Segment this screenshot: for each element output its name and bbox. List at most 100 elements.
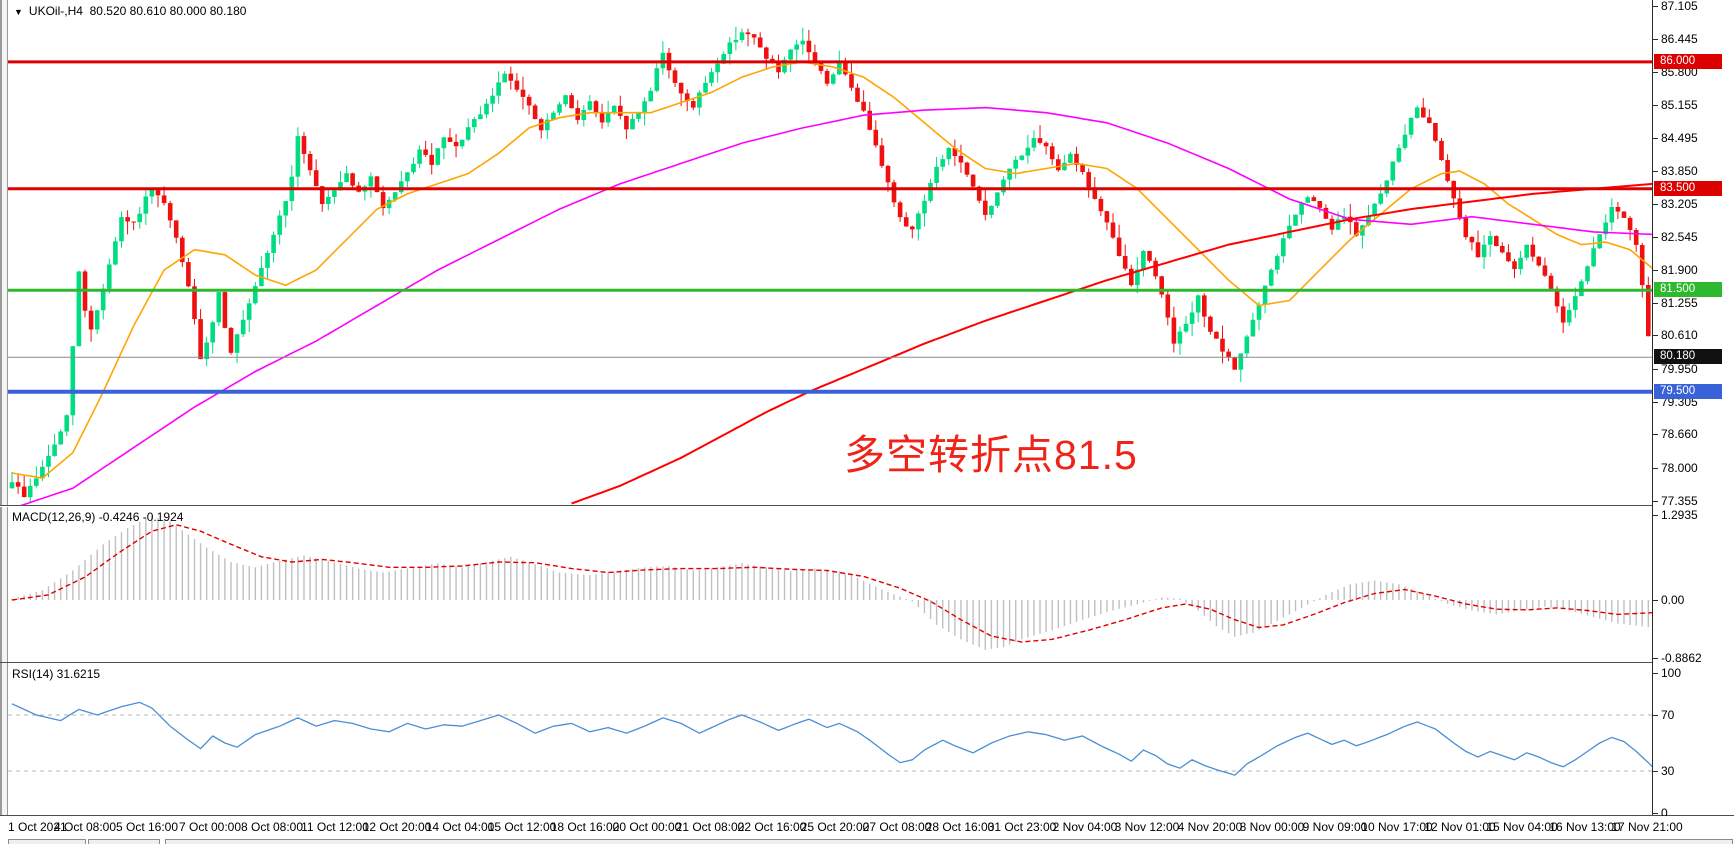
- macd-signal-line: [11, 523, 1652, 643]
- time-axis-label: 15 Nov 04:00: [1486, 820, 1558, 834]
- axis-tick: [1653, 270, 1658, 271]
- chart-tab-stub[interactable]: [88, 839, 160, 844]
- window-splitter[interactable]: [0, 0, 8, 844]
- time-axis-label: 8 Oct 08:00: [240, 820, 304, 834]
- time-axis-label: 11 Oct 12:00: [301, 820, 369, 834]
- axis-tick: [1653, 6, 1658, 7]
- rsi-tick-label: 30: [1661, 763, 1675, 778]
- time-axis-label: 21 Oct 08:00: [675, 820, 745, 834]
- time-axis-label: 10 Nov 17:00: [1361, 820, 1433, 834]
- time-axis-label: 14 Oct 04:00: [425, 820, 495, 834]
- panel-separator-gap: [0, 506, 1734, 507]
- time-axis-label: 7 Oct 00:00: [178, 820, 242, 834]
- rsi-tick-label: 100: [1661, 666, 1682, 680]
- time-axis-label: 1 Oct 2021: [8, 820, 67, 834]
- rsi-tick-label: 0: [1661, 805, 1668, 820]
- macd-label: MACD(12,26,9) -0.4246 -0.1924: [12, 510, 184, 524]
- axis-tick: [1653, 171, 1658, 172]
- time-axis-label: 4 Oct 08:00: [53, 820, 117, 834]
- price-tick-label: 81.900: [1661, 263, 1698, 277]
- axis-tick: [1653, 204, 1658, 205]
- panel-separator: [0, 815, 1734, 816]
- time-axis-label: 27 Oct 08:00: [862, 820, 932, 834]
- time-axis-label: 16 Nov 13:00: [1549, 820, 1621, 834]
- ma-slow-red: [571, 182, 1652, 505]
- macd-panel[interactable]: MACD(12,26,9) -0.4246 -0.1924: [8, 507, 1652, 662]
- panel-separator[interactable]: [0, 662, 1734, 663]
- axis-tick: [1653, 402, 1658, 403]
- axis-tick: [1653, 39, 1658, 40]
- axis-tick: [1653, 658, 1658, 659]
- axis-tick: [1653, 72, 1658, 73]
- price-tick-label: 77.355: [1661, 493, 1698, 508]
- time-axis-label: 25 Oct 20:00: [800, 820, 870, 834]
- time-axis-label: 5 Oct 16:00: [115, 820, 179, 834]
- ma-fast-orange: [11, 61, 1652, 479]
- axis-tick: [1653, 468, 1658, 469]
- time-axis-label: 15 Oct 12:00: [487, 820, 557, 834]
- time-axis-label: 18 Oct 16:00: [550, 820, 620, 834]
- price-tick-label: 78.660: [1661, 427, 1698, 442]
- price-badge-81.500: 81.500: [1654, 282, 1722, 297]
- current-price-badge: 80.180: [1654, 349, 1722, 364]
- axis-tick: [1653, 715, 1658, 716]
- candlestick-chart[interactable]: [8, 0, 1652, 505]
- time-axis-label: 12 Oct 20:00: [362, 820, 432, 834]
- price-tick-label: 83.205: [1661, 196, 1698, 211]
- time-axis-label: 22 Oct 16:00: [737, 820, 807, 834]
- axis-tick: [1653, 335, 1658, 336]
- quote-ohlc-label: 80.520 80.610 80.000 80.180: [89, 4, 247, 18]
- axis-tick: [1653, 515, 1658, 516]
- bottom-tab-strip: [0, 838, 1734, 844]
- time-axis-label: 17 Nov 21:00: [1611, 820, 1683, 834]
- symbol-dropdown-icon[interactable]: ▼: [14, 7, 23, 17]
- macd-tick-label: -0.8862: [1661, 651, 1702, 666]
- time-axis-label: 2 Nov 04:00: [1052, 820, 1118, 834]
- panel-separator[interactable]: [0, 505, 1734, 506]
- axis-tick: [1653, 600, 1658, 601]
- price-axis-border: [1652, 0, 1653, 815]
- axis-tick: [1653, 434, 1658, 435]
- price-tick-label: 84.495: [1661, 131, 1698, 146]
- price-badge-79.500: 79.500: [1654, 384, 1722, 399]
- symbol-timeframe-label: UKOil-,H4: [28, 4, 83, 18]
- price-tick-label: 83.850: [1661, 164, 1698, 179]
- price-tick-label: 80.610: [1661, 328, 1698, 343]
- price-badge-86.000: 86.000: [1654, 54, 1722, 69]
- time-axis-label: 8 Nov 00:00: [1239, 820, 1305, 834]
- axis-tick: [1653, 501, 1658, 502]
- chart-tab-stub[interactable]: [8, 839, 86, 844]
- rsi-panel[interactable]: RSI(14) 31.6215: [8, 664, 1652, 815]
- macd-tick-label: 0.00: [1661, 593, 1685, 608]
- axis-tick: [1653, 369, 1658, 370]
- macd-chart[interactable]: [8, 507, 1652, 662]
- price-axis[interactable]: 87.105 86.445 85.800 85.155 84.495 83.850 83.2…: [1653, 0, 1734, 820]
- time-axis[interactable]: 1 Oct 2021 4 Oct 08:00 5 Oct 16:00 7 Oct 00…: [0, 816, 1734, 838]
- axis-tick: [1653, 813, 1658, 814]
- price-tick-label: 87.105: [1661, 0, 1698, 13]
- price-badge-83.500: 83.500: [1654, 181, 1722, 196]
- price-tick-label: 81.255: [1661, 295, 1698, 310]
- chart-text-annotation: 多空转折点81.5: [844, 432, 1138, 478]
- time-axis-label: 9 Nov 09:00: [1302, 820, 1368, 834]
- axis-tick: [1653, 105, 1658, 106]
- axis-tick: [1653, 771, 1658, 772]
- time-axis-label: 20 Oct 00:00: [612, 820, 682, 834]
- rsi-chart[interactable]: [8, 664, 1652, 815]
- chart-tab-stub[interactable]: [165, 839, 1733, 844]
- axis-tick: [1653, 673, 1658, 674]
- ma-medium-magenta: [20, 106, 1652, 505]
- macd-tick-label: 1.2935: [1661, 508, 1698, 523]
- rsi-tick-label: 70: [1661, 708, 1675, 722]
- time-axis-label: 12 Nov 01:00: [1424, 820, 1496, 834]
- axis-tick: [1653, 303, 1658, 304]
- rsi-label: RSI(14) 31.6215: [12, 667, 101, 681]
- symbol-info: ▼ UKOil-,H4 80.520 80.610 80.000 80.180: [14, 4, 246, 18]
- time-axis-label: 28 Oct 16:00: [925, 820, 995, 834]
- axis-tick: [1653, 237, 1658, 238]
- time-axis-label: 4 Nov 20:00: [1177, 820, 1243, 834]
- price-tick-label: 82.545: [1661, 230, 1698, 245]
- main-chart-panel[interactable]: ▼ UKOil-,H4 80.520 80.610 80.000 80.180 多…: [8, 0, 1652, 505]
- time-axis-label: 31 Oct 23:00: [987, 820, 1057, 834]
